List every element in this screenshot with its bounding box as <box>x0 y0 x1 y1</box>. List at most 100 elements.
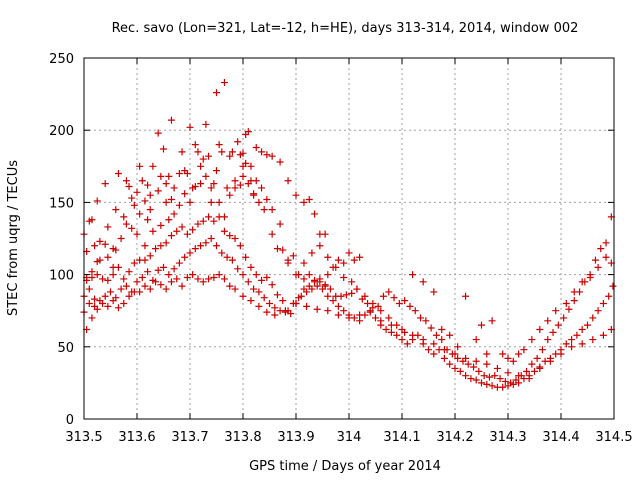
data-point <box>231 177 239 185</box>
data-point <box>422 317 430 325</box>
data-point <box>226 232 234 240</box>
data-point <box>483 380 491 388</box>
data-point <box>544 317 552 325</box>
data-point <box>167 116 175 124</box>
data-point <box>205 213 213 221</box>
data-point <box>430 350 438 358</box>
data-point <box>451 364 459 372</box>
data-point <box>122 220 130 228</box>
data-point <box>440 354 448 362</box>
data-point <box>146 191 154 199</box>
data-point <box>313 305 321 313</box>
data-point <box>202 239 210 247</box>
data-point <box>170 184 178 192</box>
data-point <box>554 321 562 329</box>
data-point <box>125 183 133 191</box>
data-point <box>342 291 350 299</box>
data-point <box>91 295 99 303</box>
data-point <box>321 230 329 238</box>
data-point <box>128 224 136 232</box>
data-point <box>157 172 165 180</box>
data-point <box>213 89 220 97</box>
data-point <box>255 302 263 310</box>
data-point <box>311 210 319 218</box>
data-point <box>586 273 594 281</box>
data-point <box>562 299 570 307</box>
data-point <box>154 129 162 137</box>
data-point <box>146 285 154 293</box>
data-point <box>228 256 236 264</box>
data-point <box>178 148 186 156</box>
data-point <box>589 336 597 344</box>
data-point <box>215 213 223 221</box>
data-point <box>88 216 96 224</box>
data-point <box>356 311 364 319</box>
data-point <box>197 162 205 170</box>
data-point <box>377 317 385 325</box>
data-point <box>446 360 454 368</box>
data-point <box>93 197 101 205</box>
data-point <box>120 299 128 307</box>
data-point <box>491 372 499 380</box>
data-point <box>334 302 342 310</box>
data-point <box>220 79 228 87</box>
data-point <box>107 288 114 296</box>
data-point <box>210 273 218 281</box>
axis-ticks <box>83 57 615 420</box>
data-point <box>504 382 512 390</box>
data-point <box>316 275 324 283</box>
data-point <box>130 201 138 209</box>
y-tick-label: 200 <box>49 124 74 139</box>
data-point <box>565 305 573 313</box>
data-point <box>385 288 393 296</box>
data-point <box>160 145 167 153</box>
data-point <box>215 141 223 149</box>
data-point <box>215 198 223 206</box>
x-axis-label: GPS time / Days of year 2014 <box>249 459 441 474</box>
data-point <box>462 372 470 380</box>
data-point <box>199 217 207 225</box>
data-point <box>324 292 332 300</box>
data-point <box>268 281 276 289</box>
data-point <box>546 357 554 365</box>
data-point <box>321 281 329 289</box>
data-point <box>167 232 175 240</box>
data-point <box>144 181 152 189</box>
data-point <box>348 289 356 297</box>
data-point <box>401 328 409 336</box>
data-point <box>472 376 480 384</box>
data-point <box>207 198 215 206</box>
data-point <box>609 282 617 290</box>
data-point <box>149 227 157 235</box>
data-point <box>130 259 138 267</box>
data-point <box>109 271 117 279</box>
data-point <box>427 324 435 332</box>
data-point <box>141 256 149 264</box>
data-point <box>515 350 523 358</box>
data-point <box>440 346 448 354</box>
data-point <box>170 210 178 218</box>
data-point <box>175 170 183 178</box>
data-point <box>170 265 178 273</box>
data-point <box>560 314 568 322</box>
chart-title: Rec. savo (Lon=321, Lat=-12, h=HE), days… <box>112 21 579 36</box>
data-point <box>316 242 324 250</box>
data-point <box>247 297 255 305</box>
x-tick-label: 314.1 <box>383 430 420 445</box>
data-point <box>242 159 250 167</box>
y-tick-labels: 0 50 100 150 200 250 <box>49 52 74 428</box>
data-point <box>258 276 266 284</box>
x-tick-label: 313.9 <box>277 430 314 445</box>
data-point <box>356 253 364 261</box>
data-point <box>260 294 268 302</box>
data-point <box>284 177 292 185</box>
data-point <box>417 314 425 322</box>
data-point <box>258 148 266 156</box>
data-point <box>263 151 271 159</box>
data-point <box>366 308 374 316</box>
data-point <box>125 268 133 276</box>
data-point <box>313 282 321 290</box>
data-point <box>226 282 234 290</box>
data-point <box>305 196 313 204</box>
data-point <box>499 383 507 391</box>
